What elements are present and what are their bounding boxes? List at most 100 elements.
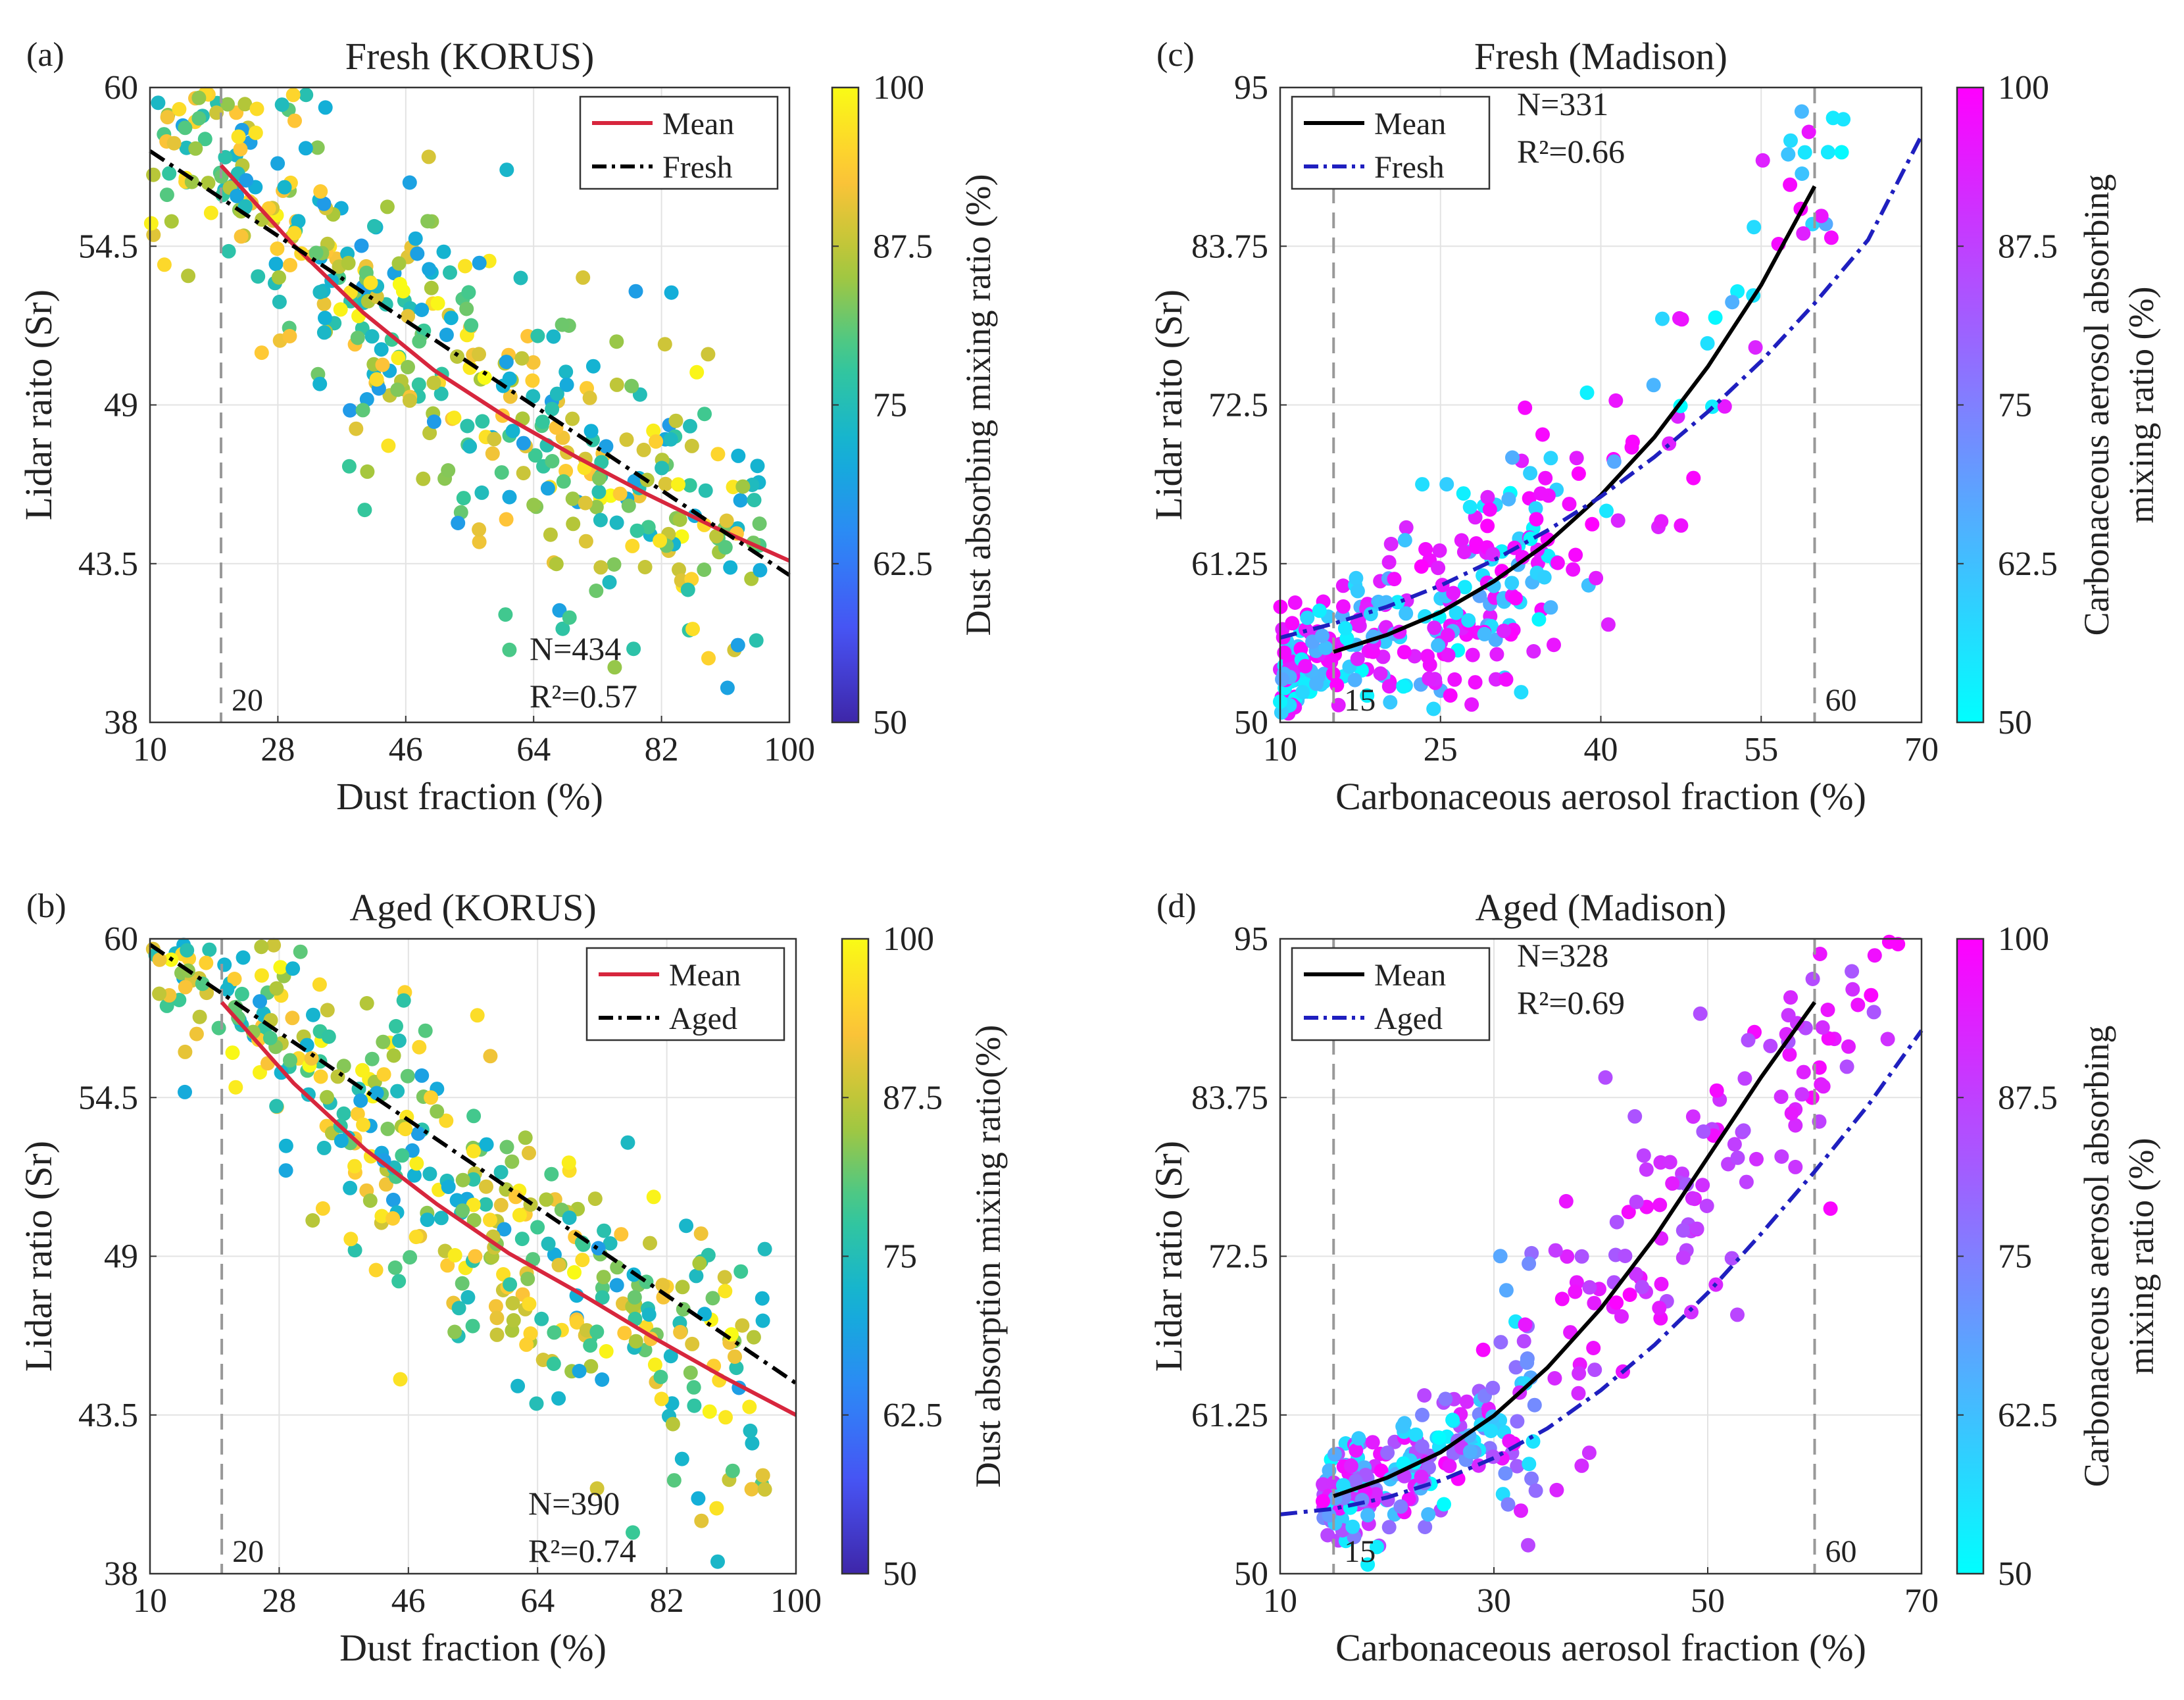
scatter-point [456,491,471,506]
scatter-point [1441,647,1456,662]
scatter-point [407,1168,422,1183]
scatter-point [1763,1038,1778,1053]
scatter-point [649,434,664,449]
scatter-point [506,1312,521,1328]
scatter-point [462,439,478,454]
scatter-point [1501,1497,1516,1512]
axes-frame [149,938,797,1575]
scatter-point [367,218,382,234]
y-tick-label: 95 [1234,920,1268,958]
scatter-point [218,150,233,164]
scatter-point [1349,617,1364,632]
scatter-point [1514,685,1529,700]
x-tick-label: 64 [520,1582,555,1620]
scatter-point [628,1334,643,1349]
scatter-point [299,88,314,103]
scatter-point [1652,1197,1668,1212]
scatter-points [143,86,768,695]
scatter-point [1414,1469,1429,1484]
scatter-point [589,1324,605,1339]
scatter-point [534,1311,549,1326]
scatter-point [1464,697,1479,712]
scatter-point [555,621,570,636]
legend-label: Mean [662,107,734,141]
scatter-point [312,376,328,391]
scatter-point [539,1192,554,1207]
scatter-point [478,1197,493,1212]
scatter-point [202,942,217,957]
scatter-point [1548,1243,1563,1258]
scatter-point [1540,532,1555,547]
scatter-point [626,641,641,657]
scatter-point [1435,578,1450,593]
scatter-point [655,461,670,476]
scatter-point [1689,1221,1704,1236]
scatter-point [1454,533,1469,548]
scatter-point [1652,1301,1667,1316]
scatter-point [1708,310,1723,325]
scatter-point [1510,1459,1525,1474]
panel-title: Fresh (Madison) [1474,35,1727,78]
scatter-point [625,538,640,553]
panel-b: 10 28 46 64 82 100 38 43.5 49 54.5 60 20 Mean Aged N=3… [17,886,1008,1669]
scatter-point [475,414,490,429]
scatter-point [1483,1424,1499,1438]
scatter-point [1788,1118,1803,1133]
scatter-point [1295,685,1310,700]
scatter-point [526,355,541,370]
colorbar-label: Dust absorbing mixing ratio (%) [958,174,998,636]
scatter-point [479,1137,494,1152]
x-tick-label: 100 [770,1582,822,1620]
scatter-point [1572,1366,1587,1381]
scatter-point [702,1404,717,1419]
scatter-point [654,1391,669,1407]
scatter-point [1349,570,1364,586]
scatter-point [523,1326,538,1341]
scatter-point [663,432,678,447]
legend-box [1291,95,1491,190]
scatter-point [1662,436,1677,451]
scatter-point [477,370,492,385]
scatter-point [1351,1431,1366,1446]
scatter-point [694,1513,709,1528]
scatter-point [691,1491,706,1506]
x-axis-label: Carbonaceous aerosol fraction (%) [1335,775,1866,818]
scatter-point [320,1003,335,1018]
scatter-point [1381,1520,1397,1535]
scatter-point [1465,647,1480,662]
scatter-point [401,360,415,374]
scatter-point [697,407,712,422]
colorbar-tick-label: 100 [1998,920,2049,958]
scatter-point [624,378,639,393]
scatter-point [272,270,286,285]
series-line-aged [1279,1029,1923,1516]
panel-a: 10 28 46 64 82 100 38 43.5 49 54.5 60 20 Mean Fresh N=… [17,35,998,818]
scatter-point [512,1208,527,1222]
scatter-point [465,1318,480,1334]
scatter-point [718,539,733,555]
scatter-point [1274,705,1289,720]
scatter-point [1562,497,1577,512]
scatter-point [730,638,745,653]
scatter-point [603,1236,618,1251]
scatter-point [1730,1150,1745,1165]
scatter-point [646,1189,661,1205]
scatter-point [1625,434,1640,449]
scatter-point [447,1248,462,1262]
scatter-point [1685,1191,1700,1206]
y-tick-label: 49 [104,1238,138,1276]
scatter-point [1360,1508,1376,1523]
scatter-point [1381,555,1397,570]
scatter-point [299,1038,314,1053]
scatter-point [698,483,713,498]
scatter-point [1783,133,1798,148]
scatter-point [369,1086,384,1101]
colorbar-tick-label: 87.5 [883,1079,943,1116]
scatter-point [556,474,571,489]
scatter-point [705,1291,720,1306]
scatter-point [236,950,251,965]
scatter-point [355,1062,370,1078]
scatter-point [166,136,182,151]
scatter-point [493,1164,509,1180]
colorbar-label-line: Carbonaceous aerosol absorbing [2077,174,2116,636]
